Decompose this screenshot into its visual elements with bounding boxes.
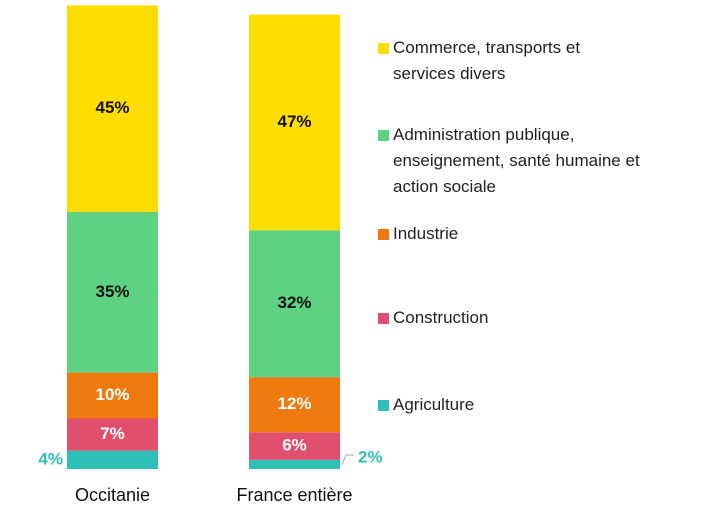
bar-segment [67,372,158,419]
legend-swatch [378,400,389,411]
bar-segment [67,5,158,212]
bar-segment [249,432,340,460]
bar-segment [67,418,158,451]
leader-line [341,454,354,465]
bar-segment [249,14,340,231]
legend-swatch [378,313,389,324]
data-label: 2% [358,447,383,466]
data-label: 47% [277,112,311,131]
bar-segment [67,211,158,373]
data-label: 12% [277,394,311,413]
x-tick-label: France entière [236,485,352,505]
legend-item: Commerce, transports et services divers [378,35,678,87]
legend-label: Administration publique, enseignement, s… [393,125,640,196]
legend-item: Agriculture [378,392,678,418]
legend-label: Agriculture [393,395,475,414]
bar-segment [249,377,340,433]
data-label: 6% [282,436,307,455]
data-label: 32% [277,293,311,312]
bar-segment [249,459,340,469]
legend-swatch [378,130,389,141]
legend-label: Commerce, transports et services divers [393,38,581,83]
legend-label: Construction [393,308,489,327]
data-label: 10% [95,385,129,404]
legend-swatch [378,229,389,240]
bar-segment [67,450,158,469]
legend-item: Industrie [378,221,678,247]
legend-item: Administration publique, enseignement, s… [378,122,678,200]
x-tick-label: Occitanie [75,485,150,505]
legend-item: Construction [378,305,678,331]
legend-swatch [378,43,389,54]
data-label: 4% [38,449,63,468]
data-label: 35% [95,282,129,301]
legend-label: Industrie [393,224,459,243]
bar-segment [249,230,340,378]
data-label: 7% [100,424,125,443]
data-label: 45% [95,98,129,117]
